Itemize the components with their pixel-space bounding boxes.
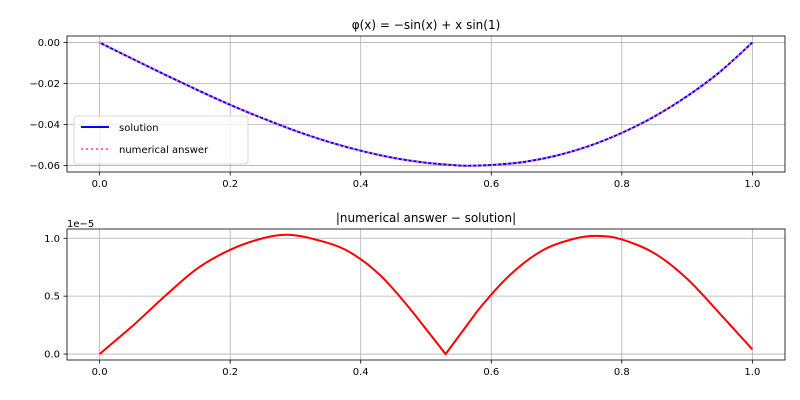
x-tick-label: 0.6 <box>483 179 499 190</box>
bottom-chart: |numerical answer − solution| 1e−5 0.0 0.… <box>44 211 786 378</box>
series-line-abs-error <box>98 233 754 356</box>
x-tick-label: 1.0 <box>744 179 760 190</box>
bottom-chart-plot-area <box>98 233 754 356</box>
top-chart-frame <box>66 35 786 173</box>
y-tick-label: −0.04 <box>29 120 60 131</box>
y-tick-label: −0.02 <box>29 79 60 90</box>
top-chart-legend: solution numerical answer <box>73 115 249 165</box>
bottom-chart-grid <box>67 229 785 360</box>
top-chart-title: φ(x) = −sin(x) + x sin(1) <box>352 18 501 32</box>
y-tick-label: 0.00 <box>38 38 60 49</box>
bottom-chart-title: |numerical answer − solution| <box>336 211 516 225</box>
y-tick-label: −0.06 <box>29 161 60 172</box>
series-line-numerical-answer <box>99 41 754 167</box>
x-tick-label: 0.2 <box>222 367 238 378</box>
x-tick-label: 0.6 <box>483 367 499 378</box>
bottom-chart-frame <box>66 228 786 361</box>
top-chart: φ(x) = −sin(x) + x sin(1) 0.0 0.2 0.4 0.6 0.… <box>29 18 786 190</box>
y-tick-label: 0.0 <box>44 350 60 361</box>
x-tick-label: 0.4 <box>353 367 369 378</box>
bottom-chart-ticks: 0.0 0.2 0.4 0.6 0.8 1.0 0.0 0.5 1.0 <box>44 234 760 378</box>
x-tick-label: 0.8 <box>614 179 630 190</box>
top-chart-grid <box>67 36 785 172</box>
x-tick-label: 0.0 <box>92 367 108 378</box>
legend-numerical-label: numerical answer <box>119 145 209 156</box>
top-chart-ticks: 0.0 0.2 0.4 0.6 0.8 1.0 0.00 −0.02 −0.04 −0.06 <box>29 38 760 190</box>
y-tick-label: 1.0 <box>44 234 60 245</box>
bottom-chart-scale-label: 1e−5 <box>67 219 94 230</box>
x-tick-label: 0.0 <box>92 179 108 190</box>
x-tick-label: 0.2 <box>222 179 238 190</box>
x-tick-label: 1.0 <box>744 367 760 378</box>
top-chart-plot-area <box>99 41 754 167</box>
legend-solution-label: solution <box>119 123 159 134</box>
y-tick-label: 0.5 <box>44 292 60 303</box>
x-tick-label: 0.8 <box>614 367 630 378</box>
legend-box <box>73 115 249 165</box>
x-tick-label: 0.4 <box>353 179 369 190</box>
